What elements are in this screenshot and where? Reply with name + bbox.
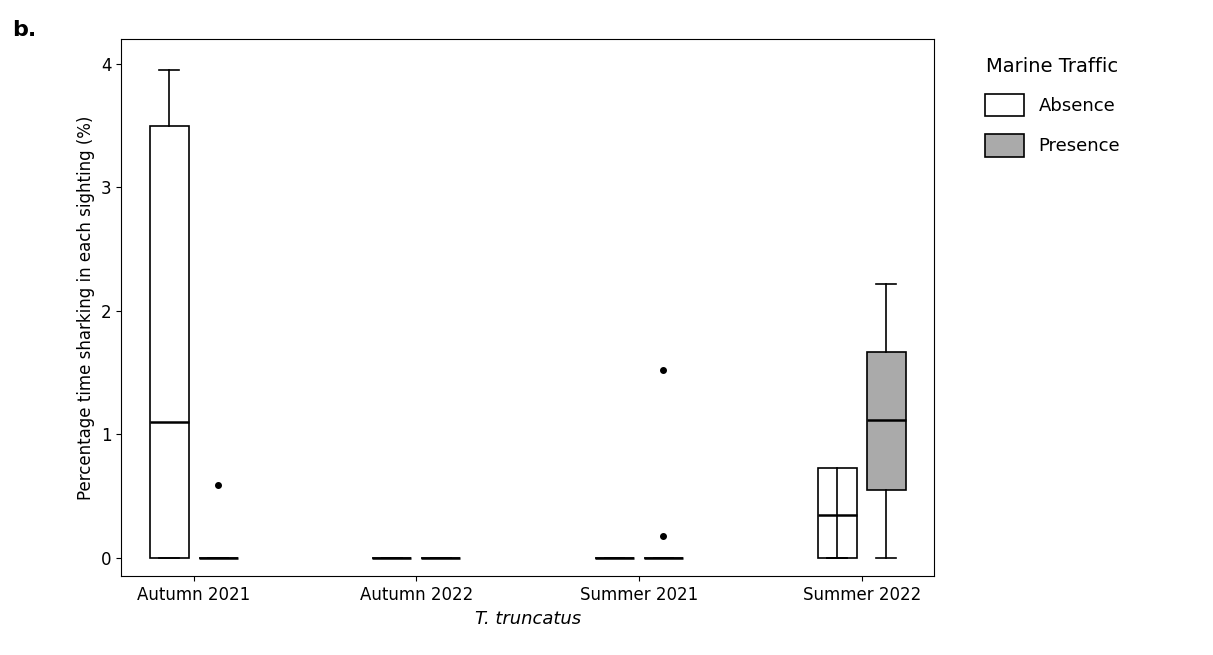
Y-axis label: Percentage time sharking in each sighting (%): Percentage time sharking in each sightin… — [78, 116, 96, 500]
PathPatch shape — [149, 126, 189, 558]
X-axis label: T. truncatus: T. truncatus — [474, 610, 581, 627]
Text: b.: b. — [12, 20, 36, 40]
PathPatch shape — [818, 468, 856, 558]
PathPatch shape — [866, 352, 906, 490]
Legend: Absence, Presence: Absence, Presence — [975, 48, 1129, 166]
